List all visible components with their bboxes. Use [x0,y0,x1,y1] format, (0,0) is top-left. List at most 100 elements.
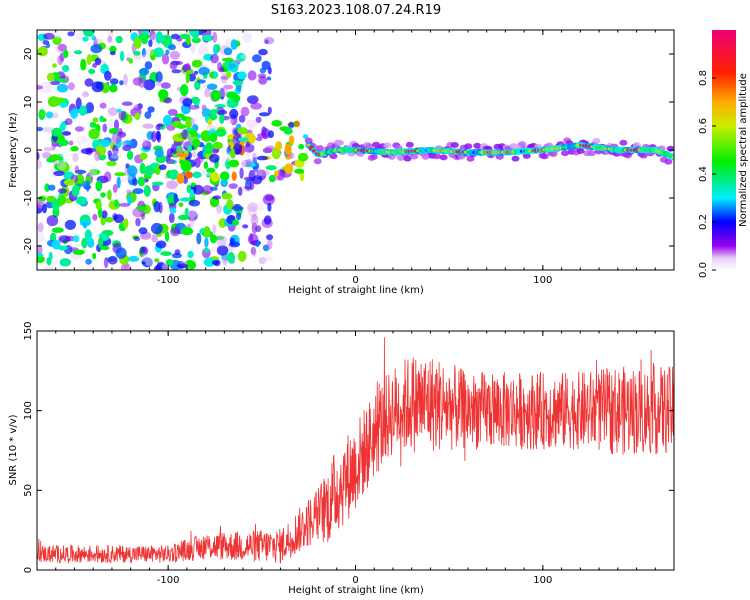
spectrogram-cell [232,133,242,144]
spectrogram-cell [255,137,263,142]
spectrogram-cell [266,239,273,250]
spectrogram-cell [129,138,138,149]
spectrogram-cell [464,143,473,150]
spectrogram-cell [75,174,85,184]
colorbar-tick-label: 0.0 [698,262,709,278]
spectrogram-cell [226,199,234,210]
spectrogram-cell [576,148,585,154]
spectrogram-cell [410,153,419,160]
spectrogram-cell [205,142,214,155]
spectrogram-cell [160,82,171,89]
spectrogram-cell [114,119,119,131]
x-tick-label: 100 [533,275,552,286]
spectrogram-cell [52,36,62,45]
spectrogram-cell [80,148,93,155]
spectrogram-cell [122,144,132,152]
spectrogram-cell [196,79,206,84]
spectrogram-cell [179,33,191,39]
spectrogram-cell [263,36,275,45]
spectrogram-cell [116,108,122,113]
spectrogram-cell [313,158,322,165]
spectrogram-cell [141,257,153,268]
spectrogram-cell [226,118,234,125]
spectrogram-cell [245,119,258,128]
spectrogram-cell [104,217,114,223]
spectrogram-cell [230,39,238,50]
colorbar-tick-label: 0.8 [698,70,709,86]
spectrogram-cell [271,147,281,160]
y-tick-label: 0 [23,147,34,153]
x-tick-label: -100 [157,575,180,586]
spectrogram-cell [109,78,119,85]
spectrogram-cell [145,48,155,56]
spectrogram-cell [114,172,126,177]
spectrogram-cell [176,152,188,158]
spectrogram-cell [104,70,112,81]
spectrogram-cell [189,217,195,228]
y-tick-label: 50 [23,484,34,497]
spectrogram-cell [248,169,256,182]
spectrogram-y-label: Frequency (Hz) [8,112,19,188]
spectrogram-cell [109,150,122,159]
spectrogram-cell [304,137,313,144]
spectrogram-cell [242,32,253,43]
spectrogram-cell [262,193,275,206]
spectrogram-cell [243,132,256,145]
spectrogram-cell [132,188,144,195]
spectrogram-cell [92,213,98,221]
spectrogram-cell [59,258,71,267]
spectrogram-cell [274,170,279,178]
spectrogram-cell [217,109,228,115]
spectrogram-cell [284,163,294,175]
spectrogram-cell [186,69,194,75]
spectrogram-cell [253,168,263,177]
spectrogram-cell [48,154,61,161]
spectrogram-cell [37,222,44,233]
spectrogram-cell [192,150,197,158]
spectrogram-cell [225,158,231,170]
spectrogram-cell [57,139,69,147]
spectrogram-cell [144,257,154,267]
spectrogram-cell [187,250,194,259]
spectrogram-cell [73,50,83,55]
spectrogram-cell [190,182,196,187]
spectrogram-cell [210,171,220,182]
spectrogram-cell [185,73,190,84]
spectrogram-cell [244,185,252,190]
spectrogram-cell [238,137,249,142]
spectrogram-cell [170,227,181,237]
spectrogram-cell [147,106,155,113]
spectrogram-cell [210,90,222,101]
spectrogram-cell [164,231,170,242]
spectrogram-cell [289,152,295,159]
spectrogram-cell [247,70,257,81]
spectrogram-cell [223,84,234,90]
spectrogram-cell [163,114,173,127]
y-tick-label: -20 [23,238,34,254]
snr-y-ticks: 0 50 100 150 [23,321,674,573]
y-tick-label: 20 [23,48,34,61]
spectrogram-cell [112,184,118,193]
spectrogram-cell [176,263,189,269]
spectrogram-cell [169,207,177,214]
spectrogram-cell [235,212,242,221]
spectrogram-cell [70,146,79,152]
spectrogram-cell [62,49,69,59]
spectrogram-cell [94,57,102,66]
spectrogram-cell [75,196,87,205]
spectrogram-cell [42,203,48,214]
spectrogram-cell [450,142,459,148]
spectrogram-cell [72,152,79,163]
spectrogram-cell [143,79,156,91]
spectrogram-cell [57,245,68,251]
spectrogram-cell [107,255,118,265]
spectrogram-cell [113,214,125,224]
spectrogram-cell [239,167,244,179]
spectrogram-cell [619,139,628,146]
colorbar-tick-label: 0.6 [698,118,709,134]
spectrogram-cell [64,118,73,126]
spectrogram-cell [89,121,97,128]
spectrogram-cell [222,62,229,68]
spectrogram-cell [174,113,185,118]
spectrogram-cell [207,118,213,126]
